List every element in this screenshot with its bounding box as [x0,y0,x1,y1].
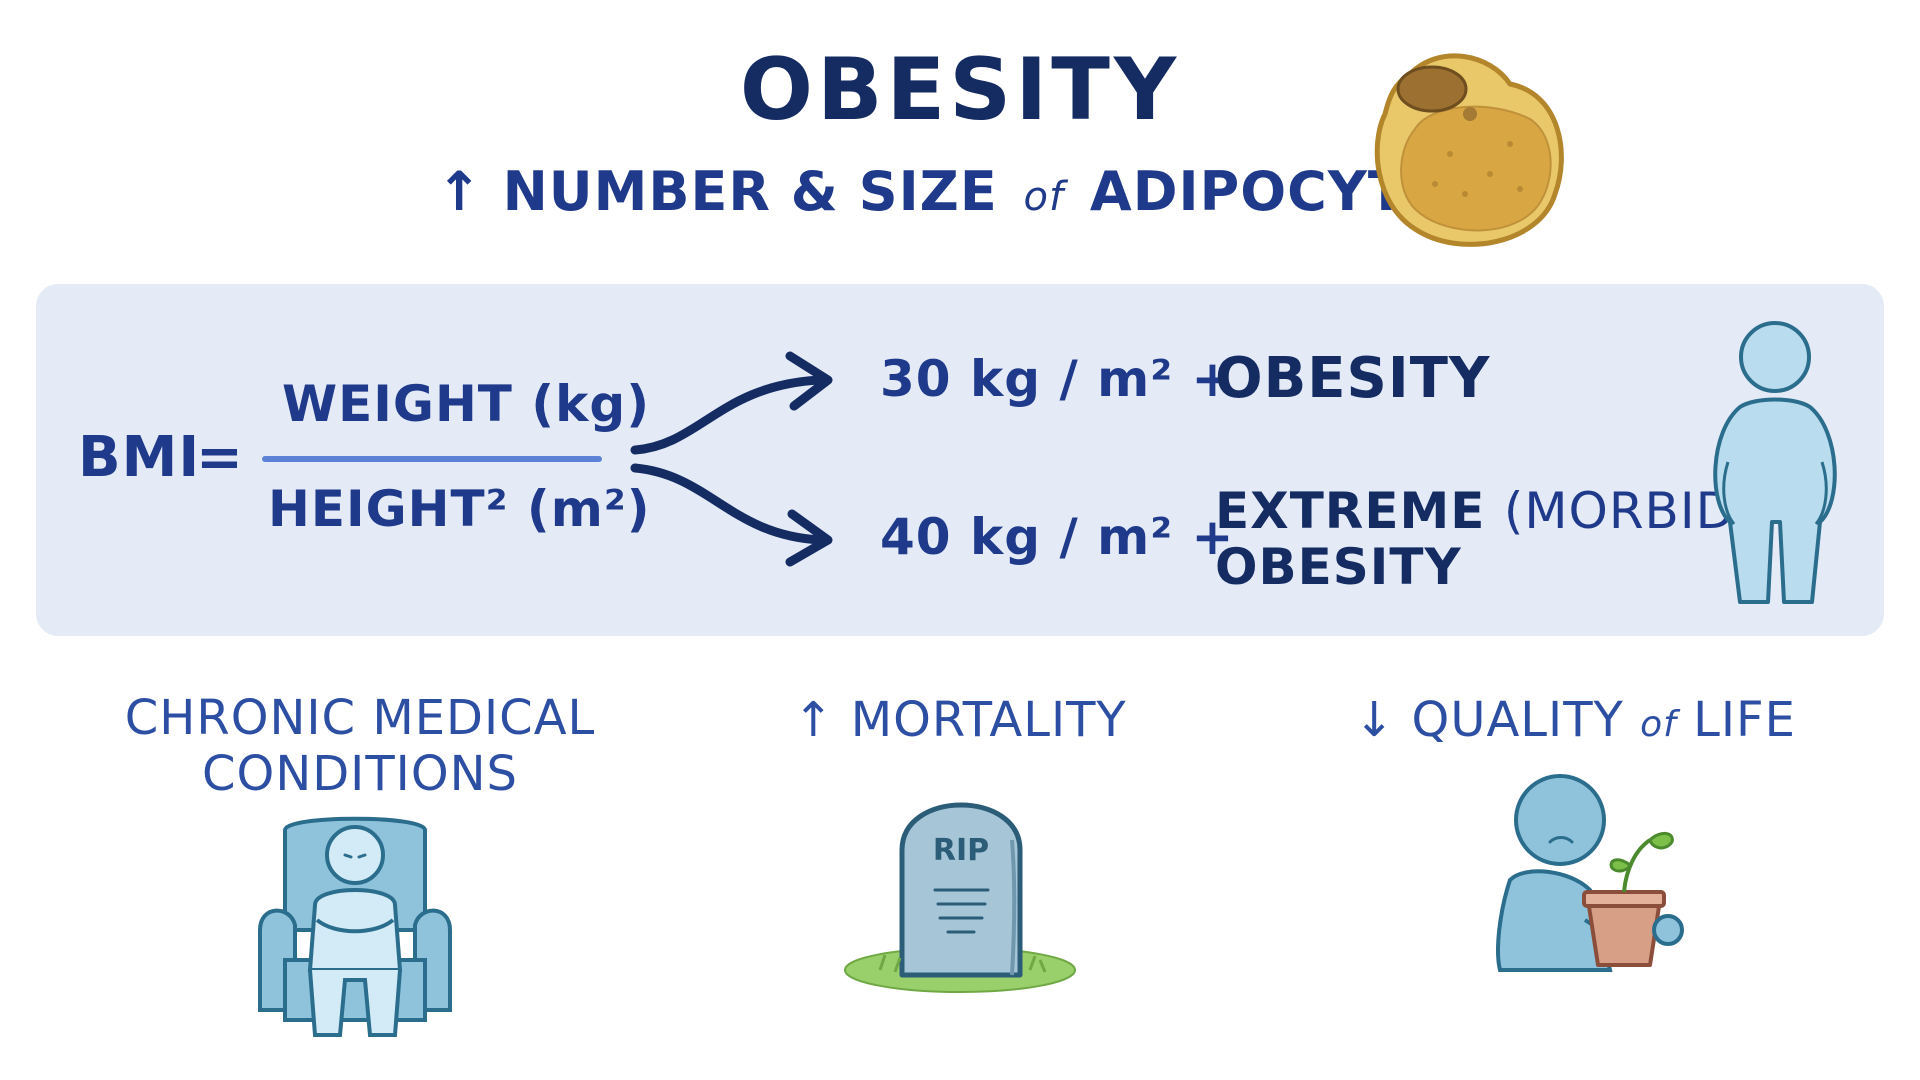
threshold-label-extreme: EXTREME (MORBID) [1215,482,1756,540]
adipocyte-icon [1374,53,1564,247]
arrow-up-icon: ↑ [793,692,835,748]
chronic-line1: CHRONIC MEDICAL [124,690,596,746]
tombstone-text: RIP [933,833,989,868]
equals-sign: = [196,425,244,490]
bmi-numerator: WEIGHT (kg) [282,375,651,433]
arrow-down-icon: ↓ [1354,692,1396,748]
armchair-person-icon [258,816,452,1037]
subtitle-of: of [1023,174,1065,220]
chronic-conditions-label: CHRONIC MEDICAL CONDITIONS [120,690,600,802]
subtitle-part1: NUMBER & SIZE [502,160,998,223]
threshold-label-obesity: OBESITY [1215,346,1491,411]
person-icon [1713,321,1837,604]
life-text: LIFE [1693,692,1796,748]
bmi-label: BMI [78,425,201,490]
mortality-label: ↑ MORTALITY [790,692,1130,748]
sad-person-plant-icon [1496,774,1684,972]
quality-of-life-label: ↓ QUALITY of LIFE [1350,692,1800,748]
mortality-text: MORTALITY [850,692,1127,748]
page-title: OBESITY [739,40,1181,140]
threshold-value-extreme: 40 kg / m² + [880,508,1235,566]
extreme-word: EXTREME [1215,482,1486,540]
fraction-line [262,456,602,462]
quality-of: of [1640,704,1677,745]
quality-text: QUALITY [1411,692,1624,748]
threshold-value-obesity: 30 kg / m² + [880,350,1235,408]
tombstone-icon: RIP [844,802,1076,993]
subtitle: ↑ NUMBER & SIZE of ADIPOCYTES [0,160,1920,223]
arrow-up-icon: ↑ [436,160,483,223]
branch-arrows-icon [630,351,833,567]
chronic-line2: CONDITIONS [202,746,518,802]
morbid-word: (MORBID) [1503,482,1756,540]
threshold-label-extreme-line2: OBESITY [1215,538,1462,596]
bmi-denominator: HEIGHT² (m²) [268,480,651,538]
